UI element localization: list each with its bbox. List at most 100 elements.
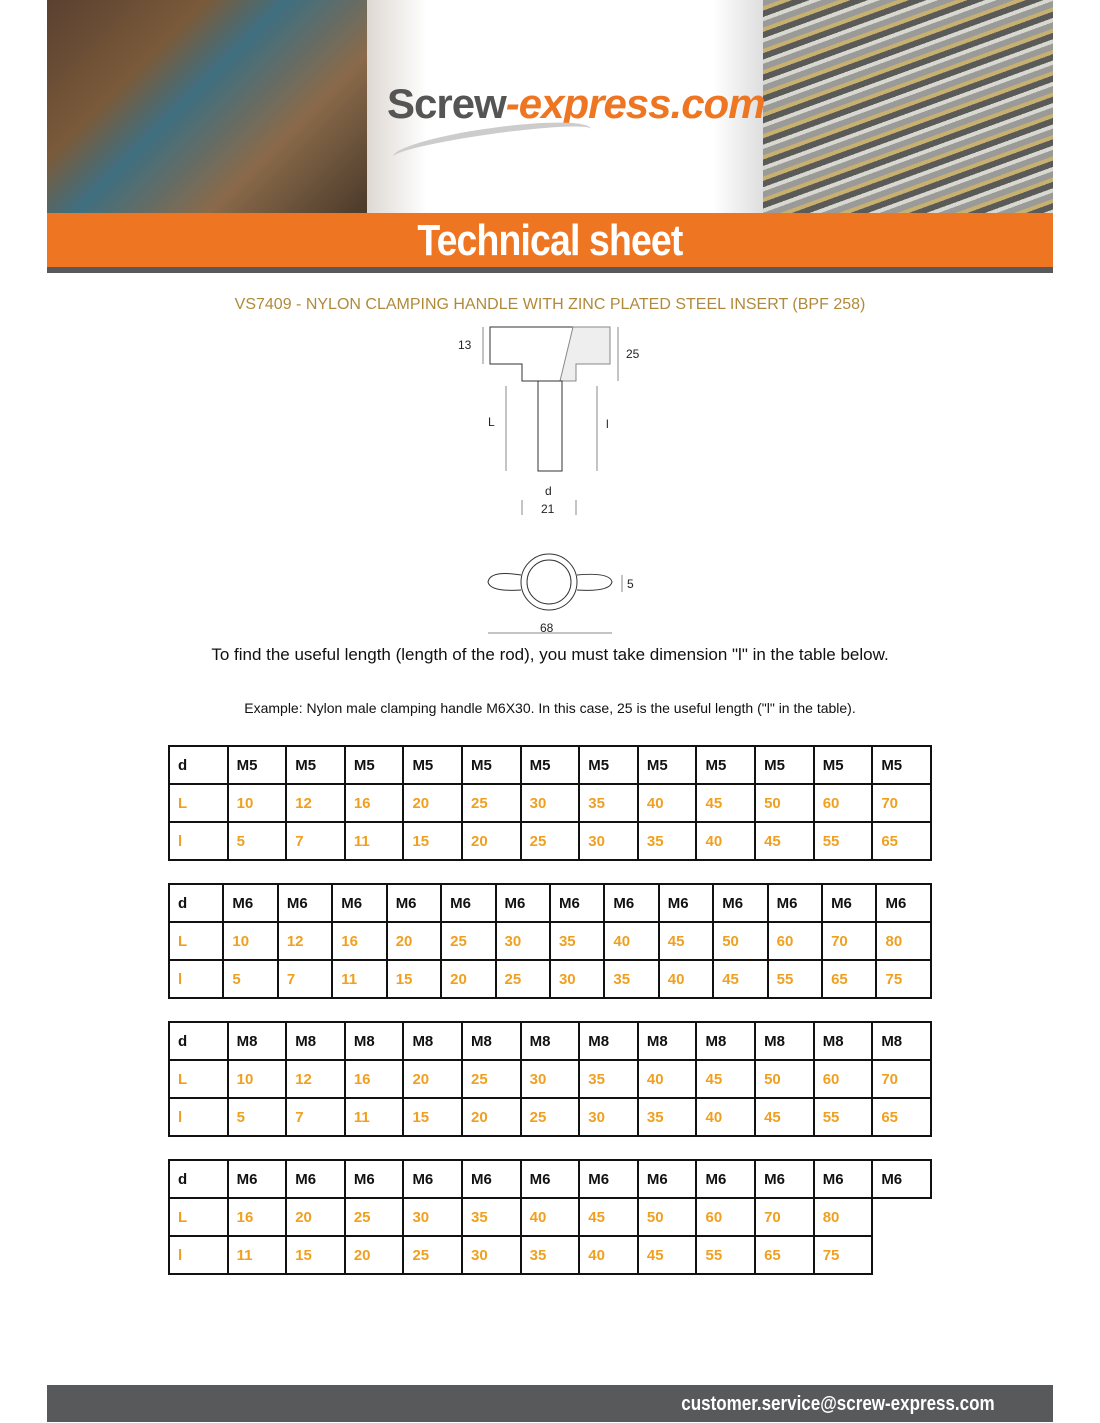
table-cell: M6	[343, 1159, 405, 1199]
table-cell: 20	[461, 821, 522, 861]
table-cell: M6	[766, 883, 824, 923]
technical-drawing: 13 25 L l d 21 5 68	[458, 326, 640, 635]
table-cell: 20	[461, 1097, 522, 1137]
header-banner: Screw-express.com	[47, 0, 1053, 213]
table-cell: M5	[695, 745, 757, 785]
table-cell: M5	[343, 745, 405, 785]
table-cell: 15	[285, 1235, 346, 1275]
table-cell: 50	[636, 1197, 698, 1237]
table-cell: M6	[461, 1159, 522, 1199]
table-cell: M6	[754, 1159, 815, 1199]
table-cell: M8	[754, 1021, 815, 1061]
table-cell: 11	[343, 821, 405, 861]
table-cell: M5	[871, 745, 932, 785]
table-cell: M6	[276, 883, 334, 923]
table-cell: 15	[402, 821, 464, 861]
technical-sheet-band: Technical sheet	[47, 213, 1053, 267]
table-cell: 45	[657, 921, 715, 961]
table-cell: 40	[636, 1059, 698, 1099]
table-cell: 25	[519, 1097, 581, 1137]
table-cell: 25	[494, 959, 551, 999]
table-cell: 40	[636, 783, 698, 823]
insert-hatch	[559, 326, 611, 382]
table-cell: 60	[812, 783, 874, 823]
table-cell: 30	[402, 1197, 464, 1237]
table-cell: 7	[285, 1097, 346, 1137]
table-row: L 10 12 16 20 25 30 35 40 45 50 60 70 80	[167, 921, 932, 961]
table-cell: 35	[578, 783, 639, 823]
table-cell: 25	[343, 1197, 405, 1237]
table-cell: 70	[754, 1197, 815, 1237]
table-cell: 55	[812, 821, 874, 861]
table-cell: 20	[385, 921, 443, 961]
table-cell: 11	[226, 1235, 288, 1275]
contact-email[interactable]: customer.service@screw-express.com	[681, 1393, 995, 1415]
dim-13-label: 13	[458, 338, 472, 352]
table-cell: M6	[695, 1159, 757, 1199]
table-cell: 25	[461, 1059, 522, 1099]
table-cell: M6	[712, 883, 769, 923]
table-cell: 11	[343, 1097, 405, 1137]
table-cell: 50	[712, 921, 769, 961]
table-cell: M5	[812, 745, 874, 785]
dim-5-label: 5	[627, 577, 634, 591]
table-cell: M6	[603, 883, 660, 923]
table-cell: 20	[440, 959, 497, 999]
table-cell: l	[168, 821, 229, 861]
table-cell: M5	[226, 745, 288, 785]
table-cell: 70	[871, 1059, 932, 1099]
table-cell: 45	[695, 783, 757, 823]
table-cell: 45	[695, 1059, 757, 1099]
table-cell: 55	[766, 959, 824, 999]
table-cell: 35	[636, 1097, 698, 1137]
table-cell: M5	[285, 745, 346, 785]
table-cell: M8	[285, 1021, 346, 1061]
table-cell: M6	[519, 1159, 581, 1199]
table-cell: 40	[695, 1097, 757, 1137]
table-cell: M6	[657, 883, 715, 923]
table-cell: 16	[343, 1059, 405, 1099]
table-cell: 7	[276, 959, 334, 999]
table-cell: 20	[402, 1059, 464, 1099]
table-cell: 30	[519, 1059, 581, 1099]
table-cell: M5	[578, 745, 639, 785]
table-row: d M6 M6 M6 M6 M6 M6 M6 M6 M6 M6 M6 M6	[168, 1159, 932, 1199]
table-cell: 25	[461, 783, 522, 823]
table-cell: 80	[875, 921, 932, 961]
dim-25-label: 25	[626, 347, 640, 361]
threaded-rod	[537, 380, 563, 472]
dim-L-label: L	[488, 415, 495, 429]
table-cell: 25	[402, 1235, 464, 1275]
table-cell: 35	[636, 821, 698, 861]
dim-d-label: d	[545, 484, 552, 498]
table-cell: 15	[402, 1097, 464, 1137]
table-cell: 16	[343, 783, 405, 823]
table-cell: 7	[285, 821, 346, 861]
table-cell: d	[168, 745, 229, 785]
table-row: d M6 M6 M6 M6 M6 M6 M6 M6 M6 M6 M6 M6 M6	[167, 883, 932, 923]
table-cell: l	[167, 959, 225, 999]
table-cell: M8	[578, 1021, 639, 1061]
table-cell: 45	[636, 1235, 698, 1275]
table-cell: 55	[695, 1235, 757, 1275]
table-cell: M6	[821, 883, 878, 923]
table-cell: M5	[402, 745, 464, 785]
table-cell: 5	[226, 821, 288, 861]
table-cell: M6	[875, 883, 932, 923]
table-cell: 40	[603, 921, 660, 961]
table-cell: M8	[461, 1021, 522, 1061]
table-cell: 55	[812, 1097, 874, 1137]
table-cell: 80	[812, 1197, 874, 1237]
table-cell: 30	[461, 1235, 522, 1275]
table-cell: 45	[578, 1197, 639, 1237]
table-cell: d	[167, 883, 225, 923]
table-cell: M8	[695, 1021, 757, 1061]
table-cell: M6	[812, 1159, 874, 1199]
table-cell: M6	[226, 1159, 288, 1199]
table-cell: M5	[519, 745, 581, 785]
table-row: l 11 15 20 25 30 35 40 45 55 65 75	[168, 1235, 931, 1275]
table-cell: 12	[285, 783, 346, 823]
table-cell: 30	[578, 821, 639, 861]
table-cell: 65	[754, 1235, 815, 1275]
screws-photo	[713, 0, 1053, 213]
